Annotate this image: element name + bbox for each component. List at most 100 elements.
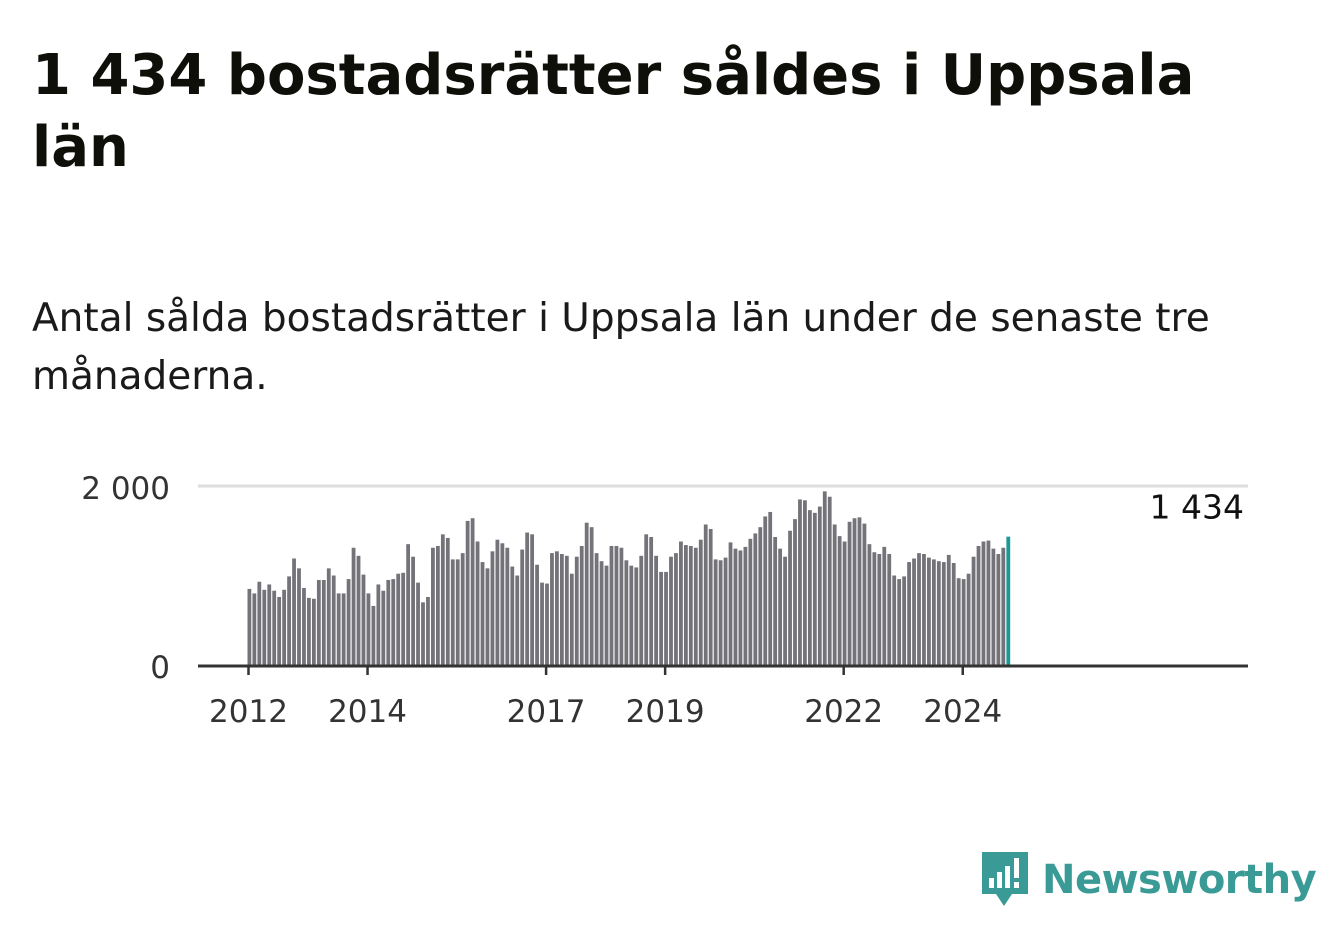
bar [654, 555, 659, 665]
bar [817, 506, 822, 665]
x-tick-label: 2022 [804, 694, 883, 730]
bar [708, 528, 713, 665]
bar [416, 582, 420, 665]
bar [376, 584, 381, 665]
x-tick-label: 2012 [209, 694, 288, 730]
bar [907, 562, 911, 665]
bar [996, 554, 1001, 665]
bar [584, 522, 589, 665]
bar [366, 593, 371, 665]
bar [956, 578, 961, 665]
bar [406, 544, 411, 665]
bar [282, 589, 287, 665]
bar [827, 496, 832, 665]
bar [743, 546, 748, 665]
bar [872, 552, 877, 665]
x-tick-label: 2017 [507, 694, 586, 730]
bar [941, 562, 946, 665]
bar [897, 579, 902, 665]
bar [307, 597, 311, 666]
bar [450, 559, 455, 665]
bar [966, 573, 971, 665]
bar [946, 554, 951, 665]
bar [505, 547, 510, 665]
bar [564, 555, 569, 665]
bar [431, 547, 435, 665]
bar [728, 542, 733, 665]
highlight-value-label: 1 434 [1150, 488, 1244, 527]
bar [391, 579, 396, 665]
x-tick-label: 2019 [626, 694, 705, 730]
bar [550, 553, 554, 666]
bar [986, 540, 991, 665]
bar [763, 516, 768, 665]
bar [917, 553, 921, 666]
bar [257, 581, 262, 665]
bar [862, 523, 867, 665]
bar [341, 593, 346, 665]
bar [336, 593, 341, 665]
bar [480, 562, 485, 665]
bar [887, 554, 892, 665]
bar [961, 579, 966, 665]
bar [768, 511, 773, 665]
bar [912, 558, 916, 665]
bar [311, 598, 316, 665]
bar [599, 561, 604, 665]
bar [356, 555, 361, 665]
bar [297, 568, 301, 665]
bar [435, 545, 440, 665]
bar [351, 547, 356, 665]
bar [445, 537, 450, 665]
chart-title: 1 434 bostadsrätter såldes i Uppsala län [32, 43, 1195, 180]
bar [951, 562, 956, 665]
bar [703, 524, 708, 665]
bar [485, 568, 490, 665]
newsworthy-logo: Newsworthy [980, 850, 1317, 910]
bar [465, 520, 470, 665]
bar [803, 500, 807, 665]
bar [698, 539, 703, 665]
bar [302, 588, 306, 665]
bar [683, 545, 688, 665]
bar-highlight [1006, 536, 1011, 665]
bar [540, 582, 544, 665]
bar [574, 556, 579, 665]
bar [525, 532, 530, 665]
bar [589, 527, 594, 665]
bar [936, 561, 941, 665]
bar [669, 556, 673, 665]
bar [321, 579, 326, 665]
bar [609, 545, 614, 665]
bar [292, 558, 296, 665]
bar [555, 551, 559, 665]
bar [847, 521, 852, 665]
bar [723, 557, 728, 665]
bar [267, 584, 272, 665]
bar [579, 545, 584, 665]
bar [475, 541, 480, 665]
bar [252, 593, 257, 665]
bar [247, 588, 252, 665]
bar [822, 491, 827, 665]
bar [664, 571, 668, 665]
bar [778, 548, 783, 665]
bar [535, 564, 539, 665]
bar [381, 590, 386, 665]
bar [852, 518, 857, 665]
bar [971, 556, 976, 665]
bar [773, 537, 778, 665]
bar [604, 565, 609, 665]
bar [629, 565, 634, 665]
bar [976, 545, 981, 665]
bar [440, 534, 445, 665]
bar [783, 556, 787, 665]
bar [981, 541, 986, 665]
bar [812, 512, 817, 665]
bar [1001, 547, 1006, 665]
x-tick-label: 2014 [328, 694, 407, 730]
brand-name: Newsworthy [1042, 857, 1317, 903]
newsworthy-logo-icon [982, 852, 1028, 906]
bar [788, 530, 792, 665]
bar [619, 547, 624, 665]
